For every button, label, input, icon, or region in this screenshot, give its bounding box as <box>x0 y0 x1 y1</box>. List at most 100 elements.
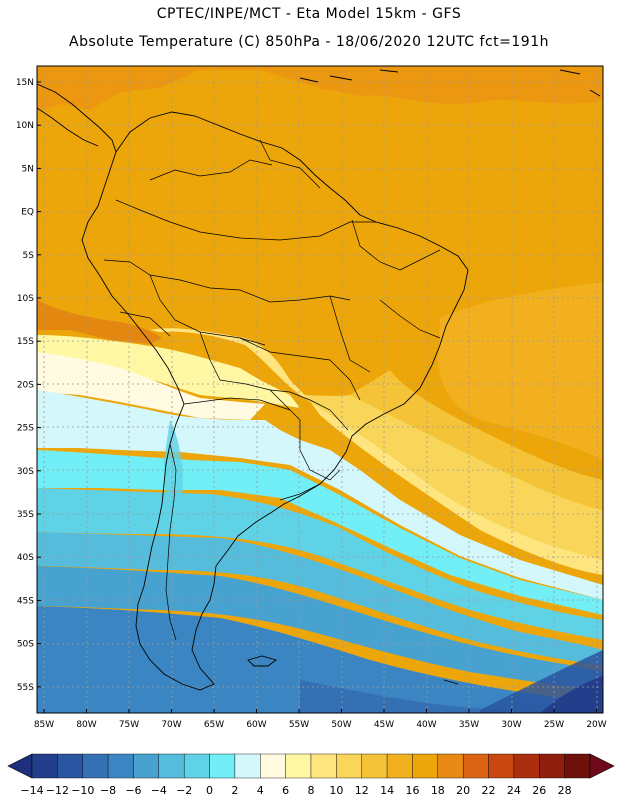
field-hot-west <box>37 300 162 344</box>
colorbar-label: 28 <box>558 784 572 797</box>
colorbar-swatch <box>361 753 388 779</box>
map-frame <box>36 65 604 714</box>
colorbar-swatch <box>31 753 58 779</box>
colorbar-swatch <box>310 753 337 779</box>
lat-tick-label: 45S <box>17 596 34 606</box>
colorbar-swatch <box>336 753 362 779</box>
colorbar-swatch <box>158 753 185 779</box>
field-14 <box>300 395 603 560</box>
field-8 <box>37 352 265 420</box>
colorbar-label: 22 <box>482 784 496 797</box>
colorbar-swatch <box>513 753 540 779</box>
lat-tick-label: 25S <box>17 424 34 434</box>
lat-tick-label: 50S <box>17 640 34 650</box>
field-hot-band <box>37 66 603 112</box>
lat-lon-grid <box>37 66 603 713</box>
colorbar-label: −8 <box>100 784 116 797</box>
colorbar-swatch <box>107 753 134 779</box>
colorbar-swatch <box>412 753 439 779</box>
coastlines <box>37 69 601 691</box>
lon-tick-label: 35W <box>459 720 479 730</box>
colorbar-swatch <box>183 753 210 779</box>
lon-tick-label: 60W <box>246 720 266 730</box>
field-neg4 <box>37 606 603 713</box>
field-2 <box>37 488 603 640</box>
lon-tick-label: 70W <box>161 720 181 730</box>
lon-tick-label: 45W <box>374 720 394 730</box>
lat-tick-label: 15N <box>16 78 34 88</box>
colorbar-max-arrow <box>589 753 615 779</box>
lon-tick-label: 40W <box>416 720 436 730</box>
lon-tick-label: 25W <box>544 720 564 730</box>
lon-tick-label: 75W <box>119 720 139 730</box>
colorbar-swatch <box>488 753 515 779</box>
colorbar-swatch <box>462 753 489 779</box>
colorbar-label: 12 <box>355 784 369 797</box>
falklands-outline <box>247 655 277 667</box>
lat-tick-label: 35S <box>17 510 34 520</box>
lon-axis: 85W 80W 75W 70W 65W 60W 55W 50W 45W 40W 35W 30W 25W 2… <box>34 709 607 730</box>
colorbar-label: 2 <box>231 784 238 797</box>
caribbean-islands <box>299 69 601 97</box>
field-0 <box>37 532 603 665</box>
lat-tick-label: 5N <box>22 164 34 174</box>
lon-tick-label: 50W <box>331 720 351 730</box>
colorbar-swatch <box>564 753 591 779</box>
chart-title: CPTEC/INPE/MCT - Eta Model 15km - GFS <box>156 6 462 22</box>
colorbar-label: 26 <box>532 784 546 797</box>
colorbar-label: 24 <box>507 784 521 797</box>
colorbar-swatch <box>57 753 83 779</box>
colorbar-label: 14 <box>380 784 394 797</box>
lat-tick-label: 5S <box>23 251 35 261</box>
colorbar-swatch <box>386 753 413 779</box>
colorbar-label: 6 <box>282 784 289 797</box>
lat-tick-label: 10S <box>17 294 34 304</box>
colorbar-label: −12 <box>46 784 69 797</box>
lon-tick-label: 20W <box>586 720 606 730</box>
colorbar-label: 18 <box>431 784 445 797</box>
field-12 <box>150 328 603 575</box>
colorbar-swatch <box>539 753 565 779</box>
lat-tick-label: 55S <box>17 683 34 693</box>
colorbar-label: −14 <box>20 784 43 797</box>
colorbar-swatch <box>133 753 160 779</box>
colorbar-swatch <box>285 753 312 779</box>
colorbar-label: −6 <box>125 784 141 797</box>
south-america-coastline <box>81 111 469 691</box>
colorbar-label: −2 <box>176 784 192 797</box>
field-cold-core <box>540 676 603 713</box>
lat-tick-label: 10N <box>16 121 34 131</box>
colorbar: −14 −12 −10 −8 −6 −4 −2 0 2 4 6 8 10 12 14 16 18 20 22 24 26… <box>7 753 615 797</box>
central-america-coastline <box>37 83 117 153</box>
lat-axis: 15N 10N 5N EQ 5S 10S 15S 20S 25S 30S 35S 40S 45S 50S 5… <box>16 78 41 693</box>
colorbar-label: 16 <box>405 784 419 797</box>
lon-tick-label: 30W <box>501 720 521 730</box>
field-4 <box>37 450 603 615</box>
chart-subtitle: Absolute Temperature (C) 850hPa - 18/06/… <box>69 34 549 50</box>
lat-tick-label: 20S <box>17 380 34 390</box>
lon-tick-label: 65W <box>204 720 224 730</box>
field-6 <box>37 390 603 600</box>
lat-tick-label: 30S <box>17 467 34 477</box>
lon-tick-label: 55W <box>289 720 309 730</box>
field-10 <box>37 335 300 408</box>
colorbar-label: −10 <box>71 784 94 797</box>
country-borders <box>103 139 441 641</box>
field-18 <box>438 282 603 460</box>
colorbar-swatch <box>260 753 286 779</box>
field-neg6 <box>300 680 603 713</box>
colorbar-swatch <box>437 753 464 779</box>
colorbar-min-arrow <box>7 753 33 779</box>
field-16 <box>350 370 603 510</box>
colorbar-swatch <box>82 753 109 779</box>
colorbar-label: 8 <box>308 784 315 797</box>
lat-tick-label: 15S <box>17 337 34 347</box>
colorbar-label: 0 <box>206 784 213 797</box>
lat-tick-label: EQ <box>21 208 34 218</box>
south-georgia-outline <box>443 679 459 685</box>
field-neg2 <box>37 566 603 690</box>
lon-tick-label: 85W <box>34 720 54 730</box>
lat-tick-label: 40S <box>17 553 34 563</box>
lon-tick-label: 80W <box>76 720 96 730</box>
